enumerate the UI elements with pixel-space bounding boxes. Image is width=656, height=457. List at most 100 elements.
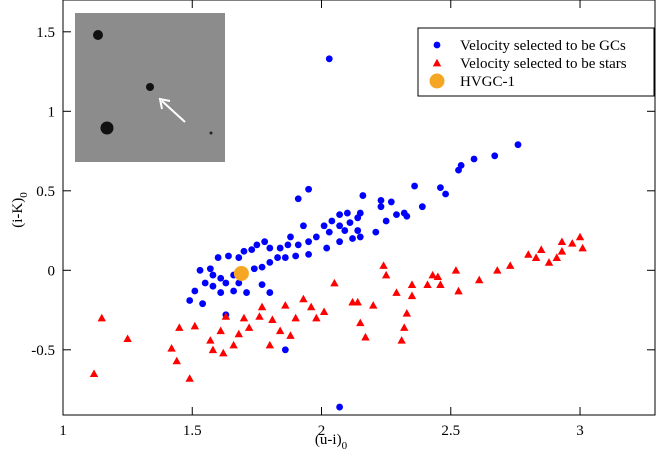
triangle-point: [185, 374, 194, 382]
y-tick-label: 0: [48, 263, 56, 279]
triangle-point: [167, 344, 176, 352]
triangle-point: [172, 356, 181, 365]
triangle-point: [392, 288, 401, 296]
triangle-point: [356, 318, 365, 327]
point: [442, 190, 450, 198]
triangle-point: [451, 266, 461, 274]
inset-star: [209, 131, 213, 135]
point: [305, 238, 312, 246]
point: [281, 254, 289, 261]
plot-frame: [62, 0, 656, 416]
point: [294, 241, 302, 249]
point: [225, 252, 232, 260]
point: [312, 233, 320, 241]
point: [356, 233, 364, 241]
point: [323, 244, 331, 252]
point: [209, 271, 217, 279]
triangle-point: [557, 247, 567, 255]
triangle-point: [407, 280, 417, 288]
point: [336, 238, 344, 246]
point: [455, 166, 462, 174]
legend-label: HVGC-1: [460, 74, 515, 90]
point: [214, 254, 222, 261]
triangle-point: [381, 270, 391, 279]
y-tick-label: 1.5: [36, 25, 55, 41]
x-tick-label: 2: [318, 423, 326, 439]
point: [201, 279, 209, 287]
triangle-point: [506, 261, 515, 269]
triangle-point: [306, 302, 316, 311]
point: [209, 282, 217, 290]
legend-marker: [433, 41, 441, 49]
point: [403, 212, 411, 220]
triangle-point: [531, 253, 541, 261]
point: [336, 211, 344, 219]
triangle-point: [281, 301, 290, 309]
triangle-point: [524, 250, 533, 258]
triangle-point: [239, 313, 249, 322]
inset-star: [93, 30, 103, 40]
triangle-point: [568, 239, 577, 247]
triangle-point: [436, 280, 445, 288]
point: [418, 203, 426, 211]
series-2: [233, 265, 249, 281]
point: [196, 266, 204, 274]
x-tick-label: 3: [576, 423, 584, 439]
triangle-point: [537, 245, 546, 253]
point: [437, 184, 444, 192]
triangle-point: [493, 266, 502, 274]
point: [387, 198, 395, 206]
point: [266, 289, 274, 296]
triangle-point: [175, 323, 184, 331]
triangle-point: [557, 237, 567, 246]
triangle-point: [428, 270, 437, 279]
triangle-point: [475, 275, 484, 284]
point: [354, 214, 362, 222]
point: [281, 346, 289, 354]
inset-arrow: [161, 100, 186, 123]
triangle-point: [454, 286, 463, 295]
point: [274, 254, 281, 261]
legend-label: Velocity selected to be GCs: [460, 38, 626, 54]
point: [284, 241, 292, 249]
point: [349, 235, 356, 242]
point: [253, 241, 261, 249]
point: [359, 192, 367, 199]
point: [261, 238, 269, 246]
point: [343, 209, 351, 217]
triangle-point: [234, 329, 243, 338]
highlight-point: [233, 265, 249, 281]
triangle-point: [423, 280, 432, 288]
x-axis-label: (u-i)0: [315, 432, 348, 452]
point: [325, 228, 333, 236]
point: [266, 244, 274, 252]
series-1: [89, 232, 587, 382]
point: [206, 265, 214, 273]
y-tick-label: 0.5: [36, 184, 55, 200]
triangle-point: [312, 313, 321, 322]
point: [186, 297, 194, 304]
inset-image: [75, 13, 225, 162]
point: [325, 55, 333, 63]
triangle-point: [291, 313, 300, 322]
x-tick-label: 1.5: [183, 423, 202, 439]
point: [514, 141, 522, 149]
point: [240, 247, 248, 255]
triangle-point: [319, 307, 329, 316]
point: [191, 287, 199, 295]
triangle-point: [379, 261, 388, 269]
y-label-text: (i-K): [10, 198, 26, 228]
x-tick-label: 2.5: [441, 423, 460, 439]
point: [294, 195, 302, 203]
point: [258, 263, 266, 271]
point: [266, 258, 274, 266]
triangle-point: [402, 309, 412, 317]
triangle-point: [397, 336, 406, 344]
triangle-point: [265, 340, 275, 349]
triangle-point: [208, 345, 218, 354]
point: [320, 222, 328, 230]
triangle-point: [369, 301, 378, 309]
triangle-point: [544, 258, 554, 266]
triangle-point: [206, 336, 215, 344]
